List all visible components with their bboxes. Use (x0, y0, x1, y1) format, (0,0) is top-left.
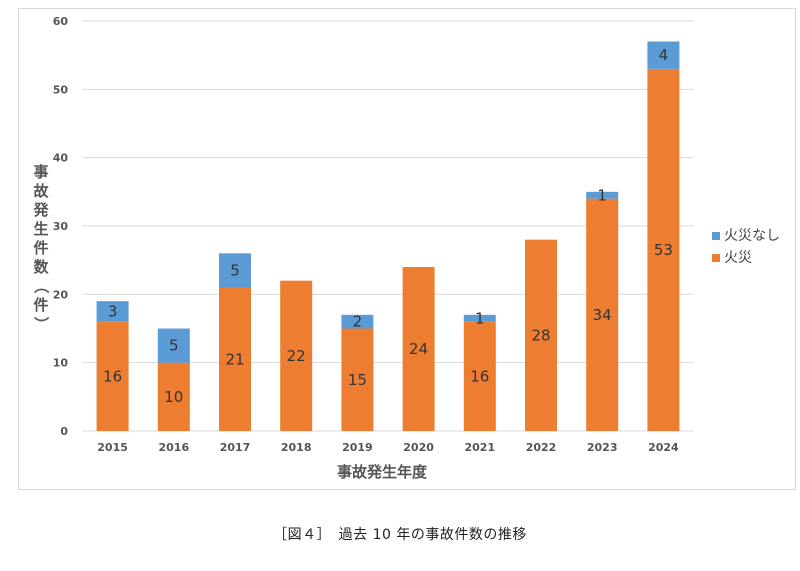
bar-segment (341, 314, 374, 329)
x-tick-label: 2015 (97, 441, 128, 454)
y-axis-title-char: ） (32, 316, 50, 331)
x-tick-label: 2024 (648, 441, 679, 454)
data-label: 21 (225, 350, 244, 368)
bar-segment (96, 301, 129, 322)
data-label: 1 (475, 309, 485, 327)
y-tick-label: 40 (53, 152, 69, 165)
data-label: 5 (230, 261, 240, 279)
y-tick-label: 10 (53, 357, 69, 370)
y-axis-title-char: 件 (33, 239, 48, 257)
bar-segment (586, 198, 619, 431)
y-tick-label: 20 (53, 288, 69, 301)
y-axis-ticks: 0 10 20 30 40 50 60 (53, 15, 69, 438)
y-axis-title-char: 数 (33, 258, 49, 276)
x-tick-label: 2018 (281, 441, 312, 454)
legend-swatch (712, 254, 720, 262)
bar-segment (463, 321, 496, 431)
data-label: 16 (470, 367, 489, 385)
bar-segment (157, 328, 190, 363)
y-tick-label: 60 (53, 15, 69, 28)
bar-segment (280, 280, 313, 431)
data-label: 15 (348, 371, 367, 389)
bar-segment (463, 314, 496, 322)
data-label: 22 (287, 347, 306, 365)
data-label: 10 (164, 388, 183, 406)
stacked-bar-chart: 0 10 20 30 40 50 60 16 3 10 5 21 5 22 15 2 24 16 1 28 34 1 53… (32, 15, 780, 481)
data-label: 28 (531, 326, 550, 344)
data-label: 16 (103, 367, 122, 385)
x-tick-label: 2020 (403, 441, 434, 454)
x-tick-label: 2017 (220, 441, 251, 454)
bar-segment (219, 287, 251, 431)
data-label: 4 (659, 46, 669, 64)
figure-caption: ［図４］ 過去 10 年の事故件数の推移 (273, 527, 527, 543)
x-tick-label: 2023 (587, 441, 618, 454)
data-label: 34 (593, 306, 612, 324)
bar-segment (647, 41, 680, 69)
y-axis-title-char: 発 (32, 201, 49, 219)
bar-segment (402, 267, 435, 431)
legend-label: 火災なし (724, 228, 780, 244)
bars (96, 41, 680, 432)
data-label: 5 (169, 337, 179, 355)
data-label: 1 (597, 186, 607, 204)
x-tick-label: 2019 (342, 441, 373, 454)
bar-segment (586, 191, 619, 199)
bar-segment (525, 239, 557, 431)
y-tick-label: 0 (60, 425, 68, 438)
bar-segment (219, 253, 251, 288)
y-axis-title-char: 件 (33, 296, 48, 314)
legend-label: 火災 (724, 250, 752, 266)
y-tick-label: 50 (53, 83, 69, 96)
data-labels: 16 3 10 5 21 5 22 15 2 24 16 1 28 34 1 53 4 (103, 46, 673, 406)
x-tick-label: 2016 (158, 441, 189, 454)
data-label: 3 (108, 302, 118, 320)
bar-segment (157, 362, 190, 431)
y-axis-title-char: 故 (33, 182, 49, 200)
y-tick-label: 30 (53, 220, 69, 233)
data-label: 24 (409, 340, 428, 358)
data-label: 2 (353, 313, 363, 331)
bar-segment (341, 328, 374, 431)
y-axis-title-char: 事 (33, 163, 48, 181)
data-label: 53 (654, 241, 673, 259)
x-axis-ticks: 2015 2016 2017 2018 2019 2020 2021 2022 2023 2024 (97, 441, 679, 454)
legend-swatch (712, 232, 720, 240)
x-tick-label: 2021 (464, 441, 495, 454)
bar-segment (96, 321, 129, 431)
bar-segment (647, 68, 680, 432)
y-axis-title-char: 生 (33, 220, 48, 238)
x-tick-label: 2022 (526, 441, 557, 454)
x-axis-title: 事故発生年度 (337, 463, 428, 481)
chart-frame: 0 10 20 30 40 50 60 16 3 10 5 21 5 22 15 2 24 16 1 28 34 1 53… (18, 8, 796, 490)
y-axis-title-char: （ (32, 278, 50, 293)
